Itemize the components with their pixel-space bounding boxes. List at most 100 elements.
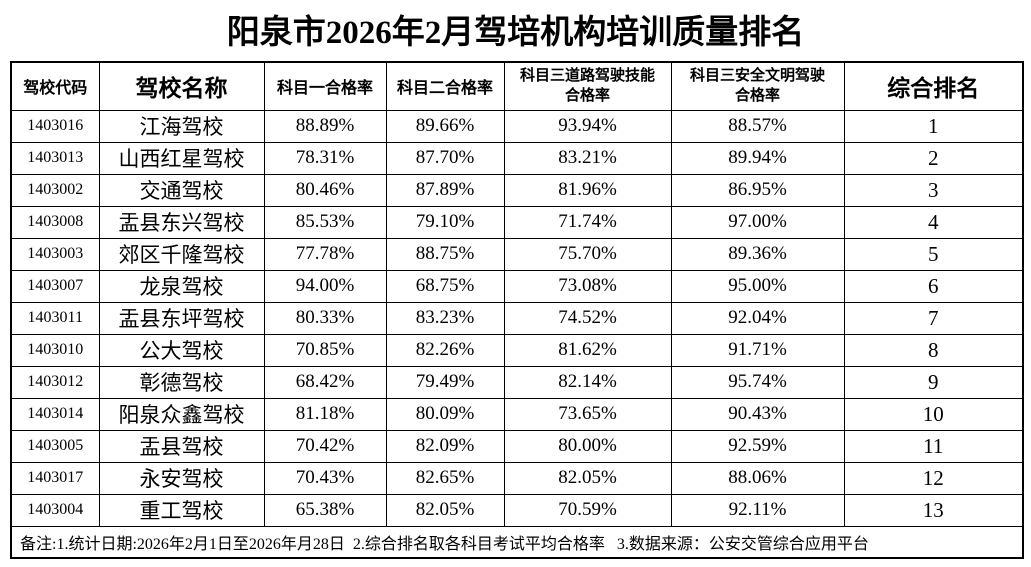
cell-name: 重工驾校 [98,493,265,527]
cell-name: 盂县东坪驾校 [98,301,265,335]
page: 阳泉市2026年2月驾培机构培训质量排名 驾校代码 驾校名称 科目一合格率 科目二合格… [0,12,1031,567]
column-header-overall-rank: 综合排名 [843,61,1024,111]
cell-subject2-pass: 80.09% [385,397,505,431]
cell-subject1-pass: 80.46% [263,173,387,207]
cell-subject3-road: 75.70% [503,237,672,271]
cell-subject2-pass: 88.75% [385,237,505,271]
cell-name: 盂县东兴驾校 [98,205,265,239]
cell-overall-rank: 4 [843,205,1024,239]
cell-code: 1403010 [10,333,100,367]
table-row: 1403016 江海驾校 88.89% 89.66% 93.94% 88.57% 1 [10,109,1024,143]
cell-subject3-safe: 90.43% [670,397,845,431]
cell-name: 阳泉众鑫驾校 [98,397,265,431]
cell-subject3-safe: 86.95% [670,173,845,207]
column-header-code: 驾校代码 [10,61,100,111]
cell-subject3-road: 82.14% [503,365,672,399]
cell-subject1-pass: 80.33% [263,301,387,335]
cell-subject3-safe: 92.04% [670,301,845,335]
cell-subject3-safe: 89.94% [670,141,845,175]
cell-subject1-pass: 81.18% [263,397,387,431]
cell-overall-rank: 10 [843,397,1024,431]
cell-subject3-safe: 88.57% [670,109,845,143]
cell-subject3-road: 81.62% [503,333,672,367]
cell-name: 盂县驾校 [98,429,265,463]
cell-name: 江海驾校 [98,109,265,143]
cell-subject3-road: 73.08% [503,269,672,303]
cell-code: 1403016 [10,109,100,143]
column-header-subject3-road: 科目三道路驾驶技能 合格率 [503,61,672,111]
cell-subject3-safe: 91.71% [670,333,845,367]
cell-subject3-road: 80.00% [503,429,672,463]
cell-code: 1403013 [10,141,100,175]
cell-subject3-safe: 95.74% [670,365,845,399]
cell-code: 1403008 [10,205,100,239]
cell-subject3-road: 82.05% [503,461,672,495]
cell-name: 公大驾校 [98,333,265,367]
cell-subject3-road: 71.74% [503,205,672,239]
table-row: 1403004 重工驾校 65.38% 82.05% 70.59% 92.11% 13 [10,493,1024,527]
cell-subject1-pass: 70.43% [263,461,387,495]
cell-overall-rank: 2 [843,141,1024,175]
cell-subject1-pass: 94.00% [263,269,387,303]
cell-code: 1403011 [10,301,100,335]
cell-code: 1403012 [10,365,100,399]
cell-subject3-road: 81.96% [503,173,672,207]
cell-code: 1403003 [10,237,100,271]
table-body: 1403016 江海驾校 88.89% 89.66% 93.94% 88.57% 1 1403… [10,109,1024,527]
cell-name: 郊区千隆驾校 [98,237,265,271]
cell-subject3-safe: 97.00% [670,205,845,239]
cell-subject2-pass: 82.26% [385,333,505,367]
cell-subject3-safe: 95.00% [670,269,845,303]
header-row: 驾校代码 驾校名称 科目一合格率 科目二合格率 科目三道路驾驶技能 合格率 科目三安全文明… [10,61,1024,111]
cell-subject2-pass: 82.09% [385,429,505,463]
page-title: 阳泉市2026年2月驾培机构培训质量排名 [226,15,805,51]
cell-subject2-pass: 83.23% [385,301,505,335]
cell-subject2-pass: 89.66% [385,109,505,143]
cell-subject3-road: 93.94% [503,109,672,143]
cell-subject1-pass: 70.42% [263,429,387,463]
table-row: 1403014 阳泉众鑫驾校 81.18% 80.09% 73.65% 90.43% 10 [10,397,1024,431]
cell-subject2-pass: 68.75% [385,269,505,303]
table-row: 1403005 盂县驾校 70.42% 82.09% 80.00% 92.59% 11 [10,429,1024,463]
cell-name: 龙泉驾校 [98,269,265,303]
table-row: 1403008 盂县东兴驾校 85.53% 79.10% 71.74% 97.00% 4 [10,205,1024,239]
cell-subject3-safe: 88.06% [670,461,845,495]
cell-overall-rank: 9 [843,365,1024,399]
cell-subject1-pass: 68.42% [263,365,387,399]
cell-overall-rank: 5 [843,237,1024,271]
cell-subject3-road: 74.52% [503,301,672,335]
column-header-subject2-pass: 科目二合格率 [385,61,505,111]
column-header-subject1-pass: 科目一合格率 [263,61,387,111]
cell-code: 1403014 [10,397,100,431]
cell-overall-rank: 6 [843,269,1024,303]
cell-code: 1403005 [10,429,100,463]
cell-name: 永安驾校 [98,461,265,495]
cell-subject3-safe: 92.11% [670,493,845,527]
cell-subject3-safe: 89.36% [670,237,845,271]
cell-subject2-pass: 82.05% [385,493,505,527]
table-row: 1403010 公大驾校 70.85% 82.26% 81.62% 91.71% 8 [10,333,1024,367]
cell-subject3-road: 70.59% [503,493,672,527]
cell-name: 交通驾校 [98,173,265,207]
cell-subject2-pass: 87.70% [385,141,505,175]
cell-subject3-road: 83.21% [503,141,672,175]
column-header-subject3-safe: 科目三安全文明驾驶 合格率 [670,61,845,111]
cell-subject1-pass: 65.38% [263,493,387,527]
table-row: 1403007 龙泉驾校 94.00% 68.75% 73.08% 95.00% 6 [10,269,1024,303]
note-row: 备注:1.统计日期:2026年2月1日至2026年月28日 2.综合排名取各科目… [10,525,1024,559]
ranking-table: 驾校代码 驾校名称 科目一合格率 科目二合格率 科目三道路驾驶技能 合格率 科目三安全文明… [10,61,1024,559]
cell-subject3-safe: 92.59% [670,429,845,463]
table-row: 1403017 永安驾校 70.43% 82.65% 82.05% 88.06% 12 [10,461,1024,495]
cell-overall-rank: 13 [843,493,1024,527]
cell-code: 1403004 [10,493,100,527]
note-text: 备注:1.统计日期:2026年2月1日至2026年月28日 2.综合排名取各科目… [10,525,1024,559]
cell-subject1-pass: 77.78% [263,237,387,271]
cell-subject1-pass: 78.31% [263,141,387,175]
cell-code: 1403017 [10,461,100,495]
cell-subject1-pass: 85.53% [263,205,387,239]
cell-overall-rank: 11 [843,429,1024,463]
cell-code: 1403007 [10,269,100,303]
cell-subject1-pass: 70.85% [263,333,387,367]
cell-overall-rank: 7 [843,301,1024,335]
cell-subject2-pass: 79.10% [385,205,505,239]
